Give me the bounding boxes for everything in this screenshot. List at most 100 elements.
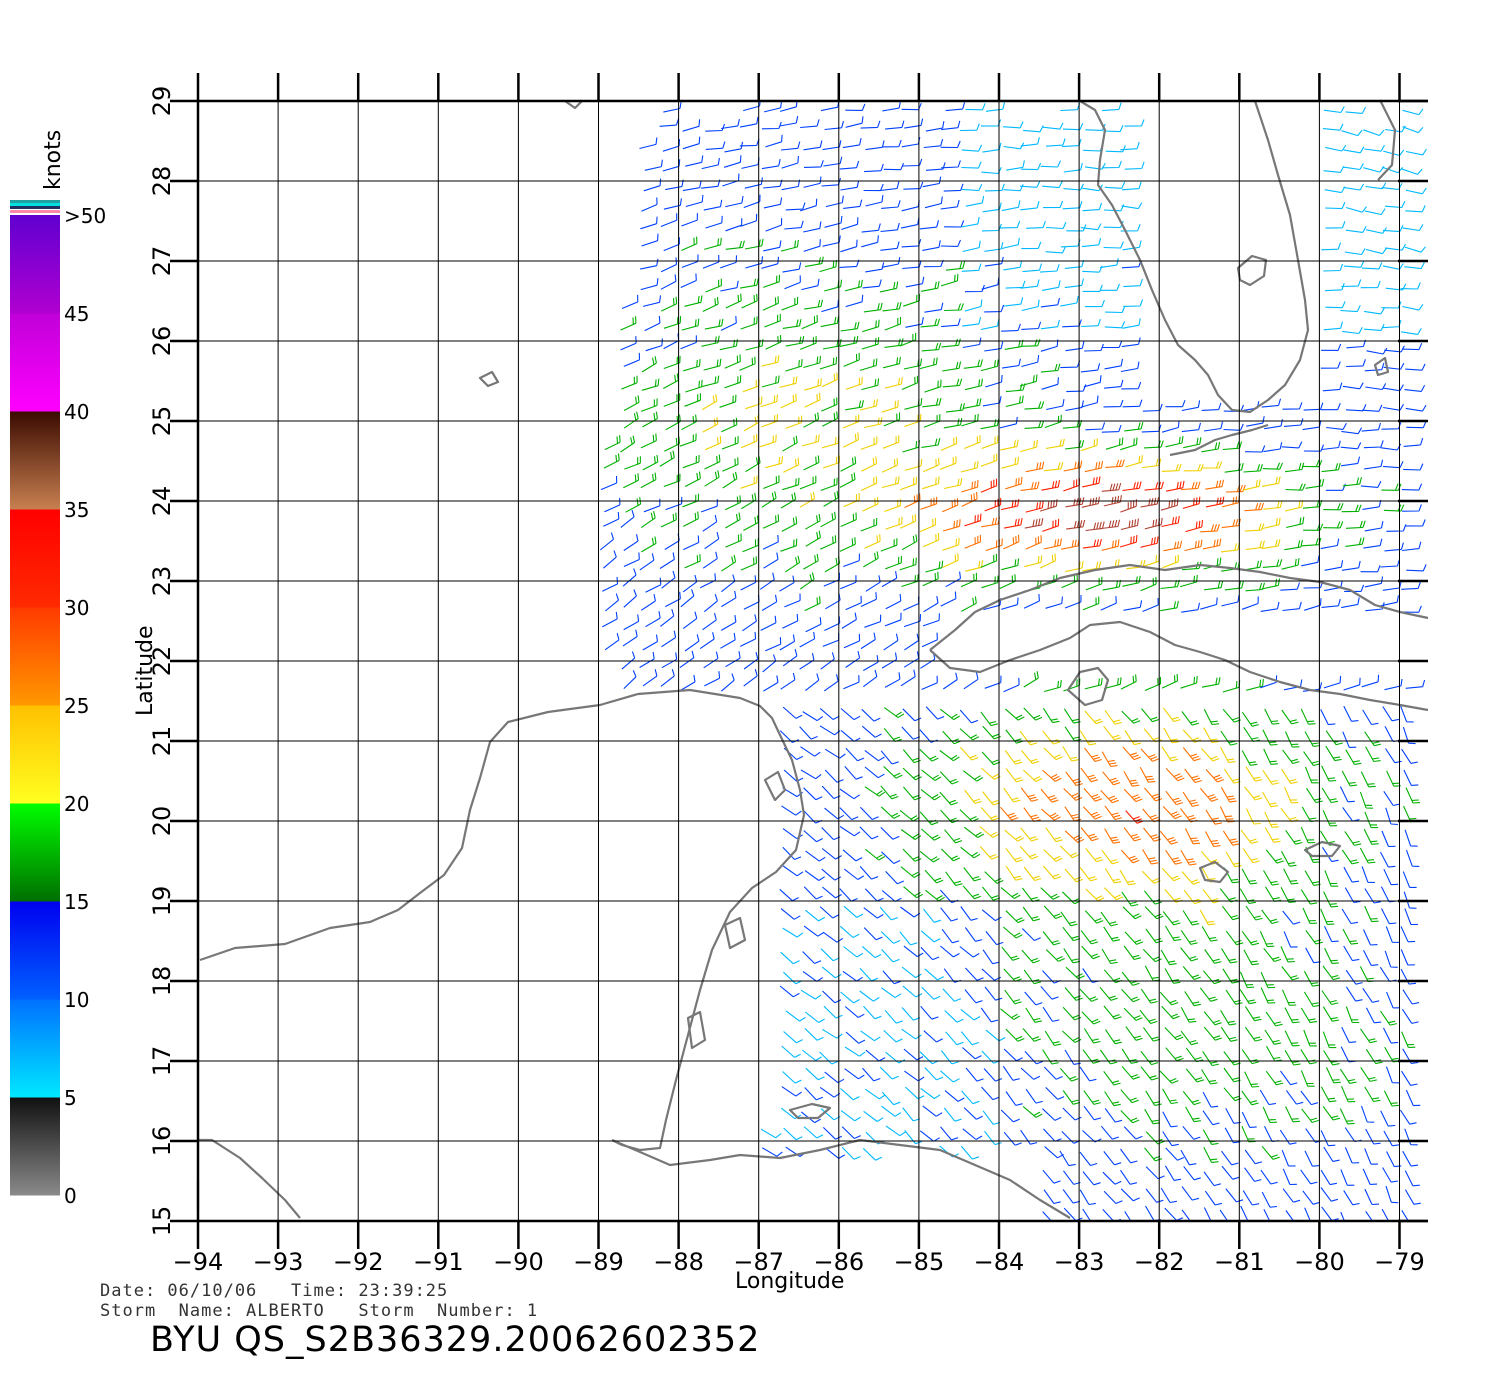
wind-barb — [1241, 930, 1260, 946]
wind-barb — [1243, 560, 1262, 571]
wind-barb — [840, 729, 861, 742]
wind-barb — [1100, 1125, 1119, 1140]
wind-barb — [1045, 1087, 1065, 1100]
wind-barb — [1284, 786, 1299, 804]
wind-barb — [1304, 766, 1319, 784]
colorbar-cap-stripe — [10, 200, 60, 203]
wind-barb — [1043, 849, 1063, 862]
lat-tick-label: 15 — [148, 1206, 176, 1237]
wind-barb — [1345, 537, 1365, 547]
wind-barb — [800, 769, 822, 780]
wind-barb — [1021, 928, 1041, 942]
wind-barb — [1103, 1070, 1121, 1086]
wind-barb — [1259, 1089, 1276, 1106]
y-axis-title: Latitude — [133, 625, 158, 716]
wind-barb — [1120, 141, 1140, 151]
wind-barb — [1384, 726, 1400, 742]
wind-barb — [880, 806, 901, 819]
wind-barb — [740, 575, 757, 591]
wind-barb — [1302, 1190, 1320, 1205]
wind-barb — [1341, 908, 1358, 925]
wind-barb — [1262, 729, 1278, 746]
wind-barb — [1243, 463, 1263, 473]
wind-barb — [1264, 1029, 1282, 1045]
wind-barb — [1219, 806, 1235, 823]
wind-barb — [1242, 479, 1261, 491]
wind-barb — [1223, 423, 1244, 431]
wind-barb — [1344, 831, 1362, 846]
wind-barb — [1383, 384, 1404, 392]
wind-barb — [864, 766, 885, 779]
wind-barb — [1063, 162, 1083, 173]
wind-barb — [1065, 341, 1085, 352]
wind-barb — [1122, 575, 1141, 587]
wind-barb — [721, 436, 739, 450]
wind-barb — [1203, 1011, 1222, 1026]
lon-tick-label: −90 — [493, 1248, 544, 1276]
wind-barb — [982, 791, 1001, 806]
wind-barb — [901, 534, 918, 551]
wind-barb — [1005, 768, 1024, 783]
wind-barb — [845, 376, 863, 390]
wind-barb — [920, 788, 941, 801]
wind-barb — [1200, 748, 1220, 762]
wind-barb — [1285, 1090, 1304, 1105]
wind-barb — [1201, 926, 1218, 942]
wind-barb — [1404, 262, 1425, 270]
wind-barb — [1361, 866, 1375, 883]
wind-barb — [960, 846, 981, 859]
wind-barb — [821, 868, 842, 881]
wind-barb — [1361, 404, 1383, 412]
wind-barb — [745, 396, 763, 410]
wind-barb — [940, 1126, 959, 1141]
wind-barb — [1401, 581, 1421, 590]
colorbar-label: 45 — [64, 302, 89, 326]
wind-barb — [1101, 539, 1120, 551]
wind-barb — [1063, 183, 1084, 191]
wind-barb — [880, 750, 899, 765]
colorbar-band — [10, 803, 60, 902]
wind-barb — [720, 255, 738, 269]
wind-barb — [1140, 1066, 1159, 1081]
wind-barb — [683, 535, 700, 551]
wind-barb — [823, 490, 839, 507]
wind-barb — [1003, 534, 1020, 550]
wind-barb — [985, 374, 1003, 388]
wind-barb — [1343, 183, 1365, 191]
wind-barb — [1222, 830, 1240, 846]
wind-barb — [884, 317, 902, 331]
colorbar-label: 15 — [64, 890, 89, 914]
wind-barb — [1365, 247, 1388, 255]
wind-barb — [785, 335, 805, 347]
wind-barb — [1001, 597, 1019, 610]
wind-barb — [1381, 319, 1402, 329]
wind-barb — [1400, 926, 1416, 943]
wind-barb — [884, 672, 901, 688]
wind-barb — [1281, 558, 1300, 570]
wind-barb — [1304, 731, 1321, 747]
wind-barb — [1023, 807, 1041, 823]
wind-barb — [1300, 1049, 1317, 1065]
wind-barb — [1300, 1169, 1318, 1185]
wind-barb — [864, 786, 886, 797]
wind-barb — [843, 553, 860, 568]
wind-barb — [1120, 1089, 1139, 1104]
wind-barb — [1061, 539, 1080, 550]
wind-barb — [1365, 383, 1387, 391]
wind-barb — [1221, 1165, 1240, 1180]
wind-barb — [1000, 499, 1020, 511]
wind-barb — [899, 931, 918, 946]
wind-barb — [1183, 889, 1202, 905]
wind-barb — [1140, 988, 1158, 1004]
wind-barb — [1344, 1127, 1362, 1143]
wind-barb — [803, 1126, 824, 1139]
wind-barb — [801, 434, 820, 447]
colorbar-label: 35 — [64, 498, 89, 522]
wind-barb — [1180, 1149, 1197, 1166]
wind-barb — [1404, 1170, 1420, 1187]
wind-barb — [1404, 1128, 1418, 1146]
wind-barb — [1181, 1209, 1191, 1221]
wind-barb — [1365, 1007, 1382, 1024]
wind-barb — [1142, 597, 1159, 613]
wind-barb — [1380, 559, 1401, 568]
